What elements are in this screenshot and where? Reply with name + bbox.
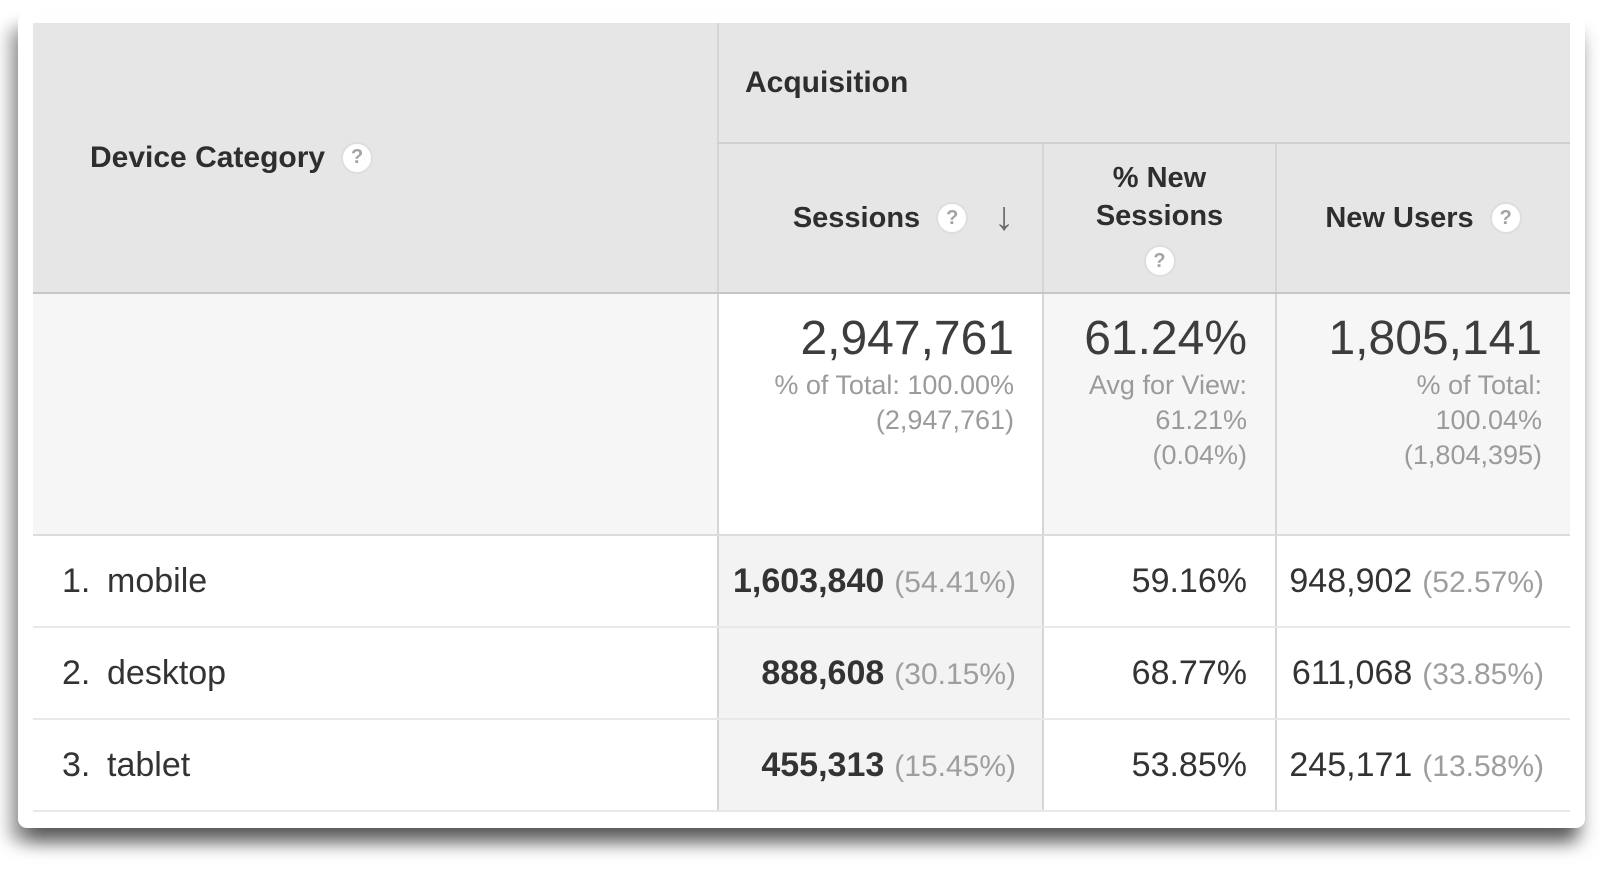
acquisition-group-header: Acquisition — [716, 23, 1571, 144]
row-rank: 3. — [62, 745, 91, 784]
new-users-percent: (52.57%) — [1422, 565, 1545, 599]
device-category-help-icon[interactable]: ? — [341, 141, 374, 174]
device-category-column-header[interactable]: Device Category ? — [33, 23, 718, 294]
table-row-desktop: 2. desktop 888,608 (30.15%) 68.77% 611,06… — [33, 627, 1571, 720]
new-sessions-value: 68.77% — [1131, 653, 1247, 692]
new-users-value: 611,068 — [1291, 653, 1413, 692]
sessions-percent: (15.45%) — [894, 749, 1016, 783]
sessions-total-subtext2: (2,947,761) — [875, 405, 1014, 435]
totals-sessions-cell: 2,947,761 % of Total: 100.00% (2,947,761… — [717, 293, 1043, 536]
new-sessions-label-line2: Sessions — [1095, 200, 1224, 232]
new-sessions-column-header[interactable]: % New Sessions ? — [1042, 143, 1276, 294]
row-rank: 1. — [62, 561, 91, 600]
device-category-table: Device Category ? Acquisition Sessions ?… — [33, 23, 1571, 812]
new-users-total-subtext3: (1,804,395) — [1403, 440, 1543, 470]
sessions-cell: 1,603,840 (54.41%) — [717, 535, 1043, 628]
sessions-cell: 455,313 (15.45%) — [717, 719, 1043, 812]
dimension-cell: 1. mobile — [33, 535, 718, 628]
new-users-value: 245,171 — [1289, 745, 1413, 784]
new-users-percent: (33.85%) — [1422, 657, 1545, 691]
table-row-tablet: 3. tablet 455,313 (15.45%) 53.85% 245,171… — [33, 719, 1571, 812]
sessions-percent: (54.41%) — [894, 565, 1016, 599]
sessions-total-value: 2,947,761 — [800, 312, 1014, 365]
device-category-label: Device Category — [90, 140, 326, 174]
new-users-value: 948,902 — [1289, 561, 1413, 600]
totals-dimension-cell — [33, 293, 718, 536]
new-sessions-label-line1: % New — [1112, 162, 1207, 194]
dimension-cell: 3. tablet — [33, 719, 718, 812]
new-users-label: New Users — [1325, 201, 1474, 234]
new-sessions-total-value: 61.24% — [1084, 312, 1247, 365]
new-users-column-header[interactable]: New Users ? — [1274, 143, 1571, 294]
new-sessions-total-subtext: Avg for View: — [1088, 370, 1247, 400]
new-users-cell: 611,068 (33.85%) — [1274, 627, 1571, 720]
totals-new-sessions-cell: 61.24% Avg for View: 61.21% (0.04%) — [1042, 293, 1276, 536]
sessions-cell: 888,608 (30.15%) — [717, 627, 1043, 720]
sort-descending-icon[interactable]: ↓ — [994, 194, 1014, 239]
new-sessions-total-subtext3: (0.04%) — [1152, 440, 1247, 470]
device-value: tablet — [107, 745, 191, 784]
new-sessions-cell: 53.85% — [1042, 719, 1276, 812]
new-users-total-subtext2: 100.04% — [1435, 405, 1543, 435]
device-value: mobile — [107, 561, 208, 600]
table-row-mobile: 1. mobile 1,603,840 (54.41%) 59.16% 948,9… — [33, 535, 1571, 628]
device-value: desktop — [107, 653, 227, 692]
new-sessions-total-subtext2: 61.21% — [1155, 405, 1247, 435]
new-sessions-cell: 59.16% — [1042, 535, 1276, 628]
analytics-report-card: Device Category ? Acquisition Sessions ?… — [18, 12, 1585, 828]
sessions-label: Sessions — [792, 201, 921, 234]
new-sessions-help-icon[interactable]: ? — [1143, 245, 1176, 277]
row-rank: 2. — [62, 653, 91, 692]
acquisition-label: Acquisition — [745, 65, 909, 99]
new-users-total-value: 1,805,141 — [1328, 312, 1543, 365]
new-users-percent: (13.58%) — [1422, 749, 1545, 783]
sessions-value: 455,313 — [761, 745, 885, 784]
dimension-cell: 2. desktop — [33, 627, 718, 720]
sessions-help-icon[interactable]: ? — [936, 202, 969, 234]
sessions-total-subtext: % of Total: 100.00% — [774, 370, 1014, 400]
sessions-column-header[interactable]: Sessions ? ↓ — [717, 143, 1043, 294]
sessions-value: 1,603,840 — [733, 561, 885, 600]
totals-new-users-cell: 1,805,141 % of Total: 100.04% (1,804,395… — [1274, 293, 1571, 536]
new-users-cell: 245,171 (13.58%) — [1274, 719, 1571, 812]
new-sessions-cell: 68.77% — [1042, 627, 1276, 720]
totals-row: 2,947,761 % of Total: 100.00% (2,947,761… — [33, 293, 1571, 536]
new-users-total-subtext: % of Total: — [1416, 370, 1543, 400]
sessions-percent: (30.15%) — [894, 657, 1016, 691]
new-sessions-value: 59.16% — [1131, 561, 1247, 600]
new-sessions-value: 53.85% — [1131, 745, 1247, 784]
sessions-value: 888,608 — [761, 653, 885, 692]
new-users-cell: 948,902 (52.57%) — [1274, 535, 1571, 628]
new-users-help-icon[interactable]: ? — [1489, 202, 1522, 234]
